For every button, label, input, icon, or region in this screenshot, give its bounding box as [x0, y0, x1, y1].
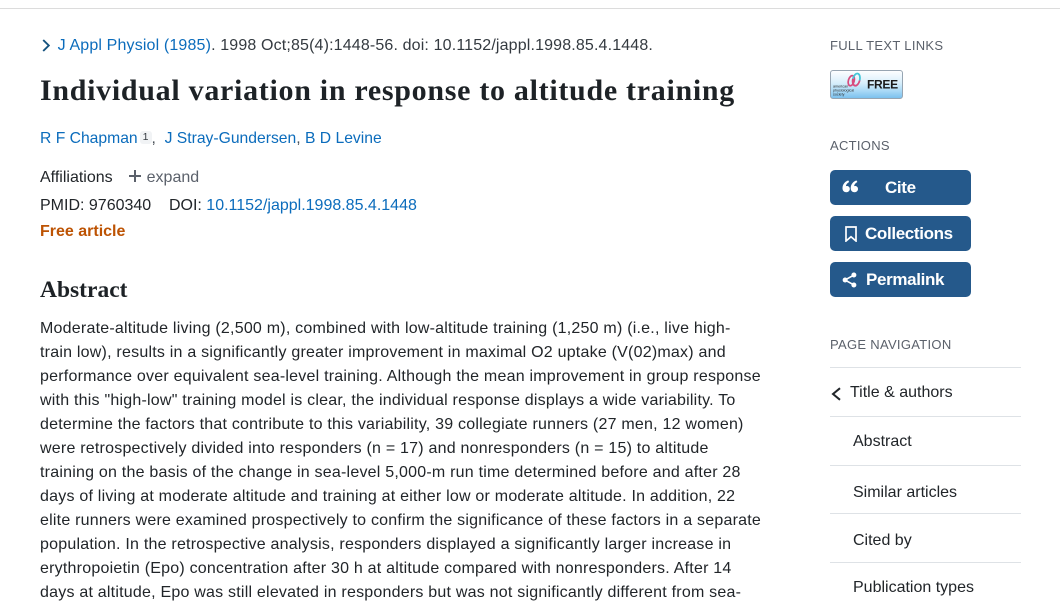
svg-text:american: american	[833, 85, 848, 89]
svg-text:physiological: physiological	[833, 89, 854, 93]
svg-text:FREE: FREE	[867, 78, 898, 92]
svg-text:society: society	[833, 93, 845, 97]
